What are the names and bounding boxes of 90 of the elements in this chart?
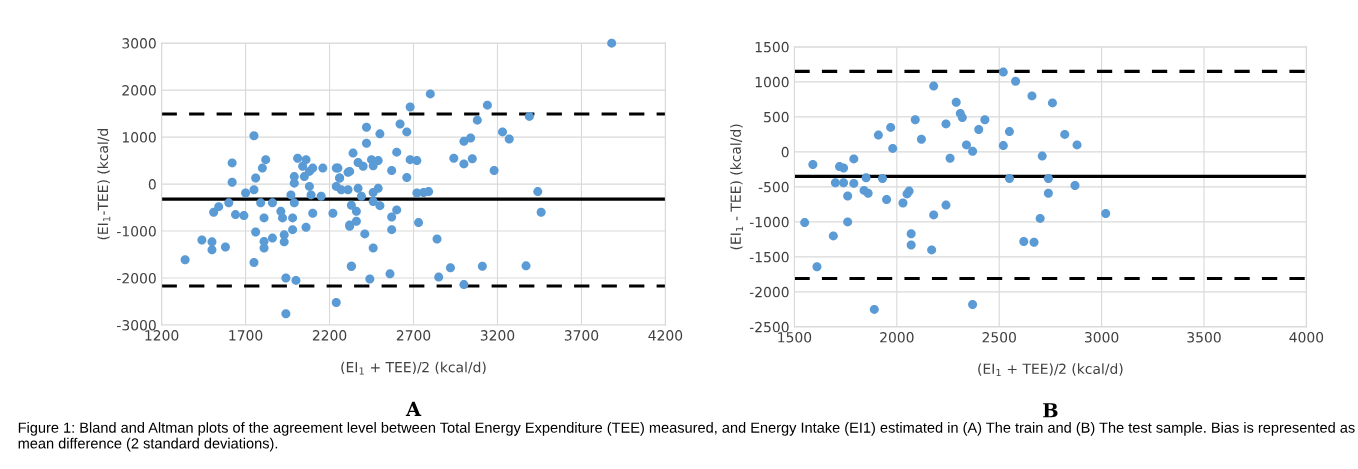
point [800, 218, 810, 228]
y-axis-title: (EI$_{1}$-TEE) (kcal/d [97, 128, 111, 240]
point [1011, 76, 1021, 86]
point [1004, 127, 1014, 137]
y-tick-label: 3000 [122, 38, 156, 49]
point [951, 97, 961, 107]
point [1019, 236, 1029, 246]
text: B [1043, 403, 1058, 418]
point [877, 174, 887, 183]
point [1101, 209, 1111, 218]
point [888, 143, 898, 153]
point [945, 153, 955, 163]
y-tick-label: 0 [148, 179, 156, 190]
y-tick-label: -3000 [117, 319, 156, 331]
y-tick-label: -1500 [749, 251, 789, 263]
point [941, 200, 951, 210]
point [906, 229, 916, 239]
text: A [405, 401, 422, 417]
x-tick-label: 2200 [312, 330, 347, 341]
point [1043, 188, 1053, 198]
x-axis-title: (EI$_{1}$ + TEE)/2 (kcal/d) [978, 363, 1123, 377]
point [998, 141, 1008, 151]
point [957, 113, 967, 123]
x-tick-label: 2000 [880, 332, 914, 343]
y-tick-label: 2000 [122, 85, 156, 96]
y-tick-label: 1000 [755, 76, 789, 88]
point [812, 262, 822, 272]
y-tick-label: -500 [758, 181, 789, 193]
caption: Figure 1: Bland and Altman plots of the agreement level between Total Energy Expenditure (TEE) measured, and Energy Intake (EI1) estimated in (A) The train and (B) The test sample. Bias is represented as mean difference (2 standard deviations). [18, 422, 1355, 452]
point [849, 154, 859, 164]
point [974, 125, 984, 134]
y-tick-label: -2000 [117, 273, 156, 284]
y-tick-label: 0 [781, 146, 789, 158]
y-tick-label: 500 [764, 111, 789, 123]
point [1070, 181, 1080, 190]
point [1027, 91, 1037, 101]
x-tick-label: 3000 [1084, 332, 1119, 343]
y-tick-label: 1500 [755, 41, 789, 53]
point [843, 191, 853, 201]
point [1043, 174, 1053, 183]
y-tick-label: -1000 [749, 216, 789, 228]
point [882, 195, 892, 204]
y-tick-label: -2500 [749, 321, 789, 333]
point [1029, 237, 1039, 247]
point [863, 188, 873, 198]
y-tick-label: 1000 [122, 132, 156, 143]
point [961, 140, 971, 150]
point [1037, 151, 1047, 161]
point [929, 81, 939, 91]
point [1035, 213, 1045, 223]
point [980, 115, 990, 125]
x-tick-label: 1700 [229, 330, 263, 341]
point [1060, 129, 1070, 139]
x-tick-label: 2500 [982, 332, 1016, 343]
point [916, 134, 926, 144]
point [1047, 98, 1057, 108]
x-tick-label: 2700 [396, 330, 431, 341]
x-axis-title: (EI$_{1}$ + TEE)/2 (kcal/d) [341, 361, 486, 375]
y-tick-label: -2000 [749, 286, 789, 298]
x-tick-label: 3200 [480, 330, 515, 341]
point [1072, 140, 1082, 150]
point [968, 146, 978, 156]
point [839, 178, 849, 188]
point [910, 115, 920, 125]
point [929, 210, 939, 220]
y-tick-label: -1000 [117, 226, 156, 237]
x-tick-label: 3500 [1187, 332, 1221, 343]
point [927, 245, 937, 255]
point [898, 198, 908, 208]
x-tick-label: 4000 [1289, 332, 1324, 343]
point [839, 163, 849, 173]
x-tick-label: 1500 [778, 332, 812, 343]
x-tick-label: 1200 [145, 330, 179, 341]
point [861, 173, 871, 183]
point [843, 217, 853, 227]
point [1004, 174, 1014, 183]
point [869, 304, 879, 314]
point [849, 178, 859, 188]
point [886, 122, 896, 132]
x-tick-label: 3700 [564, 330, 599, 341]
point [873, 130, 883, 140]
x-tick-label: 4200 [648, 330, 683, 341]
point [808, 160, 818, 169]
y-axis-title: (EI$_{1}$ - TEE) (kcal/d) [730, 124, 744, 250]
point [906, 240, 916, 250]
point [968, 299, 978, 309]
point [941, 119, 951, 129]
point [830, 178, 840, 188]
point [828, 231, 838, 241]
point [998, 67, 1008, 77]
